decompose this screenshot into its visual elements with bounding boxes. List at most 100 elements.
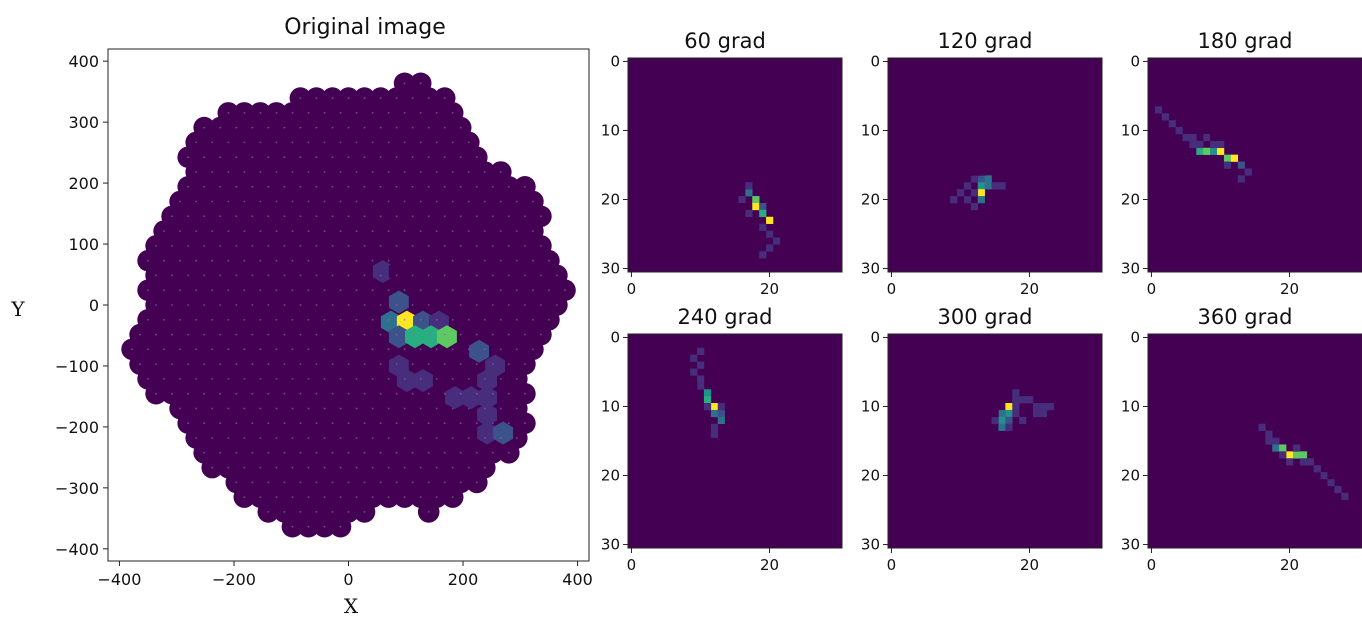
- heatmap-cell: [1032, 409, 1041, 418]
- pixel-center-dot: [339, 230, 342, 233]
- pixel-center-dot: [427, 126, 430, 129]
- active-pixel: [493, 421, 514, 445]
- pixel-center-dot: [371, 378, 374, 380]
- pixel-center-dot: [419, 82, 422, 85]
- pixel-center-dot: [195, 289, 198, 292]
- pixel-center-dot: [507, 245, 510, 247]
- pixel-center-dot: [259, 466, 262, 469]
- pixel-center-dot: [203, 185, 206, 188]
- heatmap-cell: [752, 196, 760, 204]
- pixel-center-dot: [243, 289, 246, 292]
- pixel-center-dot: [483, 230, 486, 233]
- pixel-center-dot: [235, 126, 238, 129]
- original-image-title: Original image: [284, 15, 446, 40]
- pixel-center-dot: [139, 333, 142, 336]
- pixel-center-dot: [179, 289, 182, 292]
- heatmap-x-tick-label: 0: [1147, 280, 1157, 298]
- pixel-center-dot: [379, 392, 382, 395]
- pixel-center-dot: [179, 348, 182, 351]
- pixel-center-dot: [211, 466, 214, 469]
- heatmap-frame: [627, 57, 843, 273]
- pixel-center-dot: [291, 378, 294, 380]
- heatmap-cell: [1005, 409, 1013, 418]
- pixel-center-dot: [291, 318, 294, 321]
- pixel-center-dot: [307, 141, 310, 144]
- pixel-center-dot: [347, 392, 350, 395]
- pixel-center-dot: [355, 171, 358, 173]
- pixel-center-dot: [243, 466, 246, 469]
- heatmap-cell: [1012, 409, 1020, 418]
- heatmap-cell: [1196, 140, 1204, 149]
- heatmap-cell: [1154, 106, 1163, 114]
- heatmap-cell: [1005, 416, 1013, 425]
- pixel-center-dot: [163, 289, 166, 292]
- pixel-center-dot: [251, 363, 254, 365]
- pixel-center-dot: [203, 126, 206, 129]
- pixel-center-dot: [427, 156, 430, 159]
- heatmap-y-tick-label: 20: [601, 191, 620, 209]
- pixel-center-dot: [499, 259, 502, 262]
- heatmap-cell: [1203, 133, 1211, 142]
- heatmap-cell: [690, 382, 698, 390]
- pixel-center-dot: [475, 156, 478, 159]
- pixel-center-dot: [331, 126, 334, 129]
- heatmap-cell: [710, 423, 719, 431]
- pixel-center-dot: [291, 437, 294, 439]
- pixel-center-dot: [459, 363, 462, 365]
- pixel-center-dot: [195, 378, 198, 380]
- pixel-center-dot: [187, 333, 190, 336]
- pixel-center-dot: [371, 289, 374, 292]
- heatmap-x-tick-label: 0: [887, 280, 897, 298]
- pixel-center-dot: [475, 422, 478, 425]
- active-pixel: [421, 325, 441, 349]
- pixel-center-dot: [227, 112, 230, 114]
- pixel-center-dot: [363, 363, 366, 365]
- heatmap-cell: [766, 216, 774, 224]
- pixel-center-dot: [267, 274, 270, 277]
- pixel-center-dot: [499, 437, 502, 439]
- pixel-center-dot: [451, 318, 454, 321]
- pixel-center-dot: [323, 112, 326, 114]
- pixel-center-dot: [467, 289, 470, 292]
- pixel-center-dot: [524, 422, 526, 425]
- original-image-chart: Original image X Y −400 −200 0 200 400 400 300…: [10, 15, 592, 617]
- pixel-center-dot: [379, 97, 382, 99]
- active-pixel: [405, 325, 425, 349]
- pixel-center-dot: [299, 245, 302, 247]
- heatmap-frame: [1147, 57, 1362, 273]
- pixel-center-dot: [403, 496, 406, 498]
- pixel-center-dot: [491, 274, 494, 277]
- pixel-center-dot: [211, 200, 214, 203]
- pixel-center-dot: [371, 407, 374, 410]
- heatmap-cell: [690, 354, 698, 362]
- pixel-center-dot: [243, 348, 246, 351]
- pixel-center-dot: [532, 318, 534, 321]
- pixel-center-dot: [339, 141, 342, 144]
- heatmap-cell: [738, 202, 746, 211]
- heatmap-x-tick-label: 0: [887, 556, 897, 574]
- pixel-center-dot: [147, 318, 150, 321]
- pixel-center-dot: [427, 392, 430, 395]
- active-pixel: [413, 369, 433, 393]
- pixel-center-dot: [235, 333, 238, 336]
- heatmap-cell: [1258, 423, 1266, 431]
- pixel-center-dot: [315, 126, 318, 129]
- pixel-center-dot: [331, 511, 334, 513]
- heatmap-y-tick-label: 10: [861, 397, 880, 415]
- pixel-center-dot: [259, 200, 262, 203]
- pixel-center-dot: [171, 245, 174, 247]
- pixel-center-dot: [275, 289, 278, 292]
- heatmap-background: [887, 57, 1103, 273]
- pixel-center-dot: [299, 274, 302, 277]
- pixel-center-dot: [419, 378, 422, 380]
- pixel-center-dot: [235, 422, 238, 425]
- pixel-center-dot: [315, 451, 318, 454]
- pixel-center-dot: [467, 200, 470, 203]
- pixel-center-dot: [451, 437, 454, 439]
- pixel-center-dot: [427, 97, 430, 99]
- pixel-center-dot: [291, 112, 294, 114]
- y-tick-label: 300: [68, 113, 99, 132]
- heatmap-cell: [1046, 403, 1054, 411]
